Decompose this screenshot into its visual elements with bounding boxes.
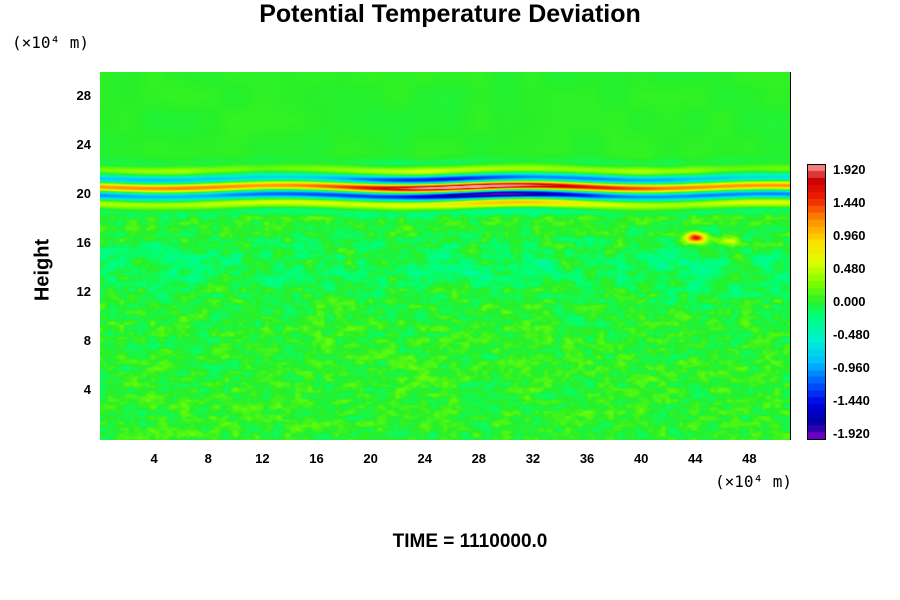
colorbar-tick-label: -1.920 [833, 426, 870, 441]
plot-area [100, 72, 791, 440]
x-tick-label: 28 [471, 451, 487, 466]
chart-title: Potential Temperature Deviation [259, 0, 641, 28]
y-tick-label: 28 [76, 87, 91, 103]
x-tick-label: 16 [309, 451, 324, 466]
y-tick-label: 24 [76, 136, 91, 152]
y-tick-label: 20 [76, 185, 91, 201]
x-tick-label: 48 [742, 451, 757, 466]
colorbar-tick-label: 0.960 [833, 228, 866, 243]
x-tick-label: 20 [363, 451, 378, 466]
colorbar-tick-label: 1.920 [833, 162, 866, 177]
y-axis-unit: (×10⁴ m) [12, 33, 90, 52]
colorbar-tick-label: -1.440 [833, 393, 870, 408]
x-tick-label: 12 [255, 451, 270, 466]
x-tick-label: 8 [204, 451, 212, 466]
y-tick-label: 8 [83, 332, 91, 348]
colorbar-tick-label: 1.440 [833, 195, 866, 210]
colorbar-tick-label: -0.480 [833, 327, 870, 342]
x-axis-unit: (×10⁴ m) [715, 472, 793, 491]
time-label: TIME = 1110000.0 [392, 531, 548, 552]
y-axis-label: Height [31, 238, 54, 302]
y-tick-label: 12 [76, 283, 91, 299]
colorbar [807, 164, 826, 440]
x-tick-label: 44 [688, 451, 703, 466]
colorbar-tick-label: 0.000 [833, 294, 866, 309]
heatmap-field [100, 72, 790, 440]
colorbar-tick-label: -0.960 [833, 360, 870, 375]
x-tick-label: 32 [525, 451, 541, 466]
x-tick-label: 24 [417, 451, 432, 466]
y-tick-label: 16 [76, 234, 91, 250]
x-tick-label: 40 [633, 451, 649, 466]
x-tick-label: 4 [150, 451, 158, 466]
colorbar-tick-label: 0.480 [833, 261, 866, 276]
x-tick-label: 36 [579, 451, 595, 466]
y-tick-label: 4 [83, 381, 91, 397]
